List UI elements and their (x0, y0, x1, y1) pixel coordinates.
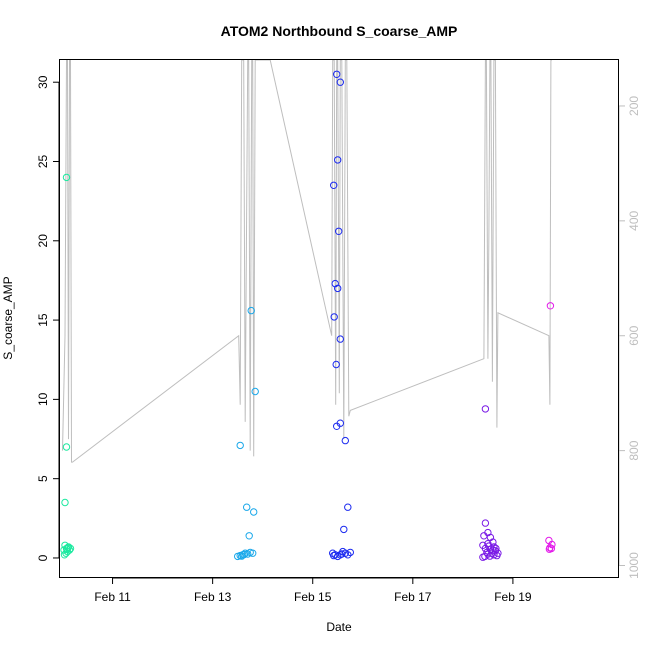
data-point-deployment-3-6 (334, 284, 342, 293)
y-tick-label-4: 20 (36, 234, 50, 248)
data-point-deployment-2-4 (250, 508, 258, 516)
x-tick-label-3: Feb 17 (394, 590, 432, 604)
data-point-deployment-4-21 (494, 549, 502, 557)
plot-frame (59, 59, 619, 578)
data-point-deployment-5-5 (545, 545, 554, 553)
data-point-deployment-4-0 (481, 405, 490, 413)
y2-tick-label-3: 800 (627, 440, 641, 460)
y2-tick-label-4: 1000 (627, 552, 641, 579)
y2-tick-label-0: 200 (627, 96, 641, 116)
data-point-deployment-3-11 (336, 419, 344, 427)
data-point-deployment-3-14 (340, 525, 348, 534)
data-point-deployment-1-13 (64, 544, 72, 552)
data-point-deployment-1-2 (61, 498, 69, 507)
y-axis-label: S_coarse_AMP (1, 276, 15, 359)
data-point-deployment-2-5 (245, 532, 253, 540)
data-point-deployment-1-1 (62, 443, 71, 451)
data-point-deployment-4-1 (481, 519, 490, 527)
data-point-deployment-4-20 (486, 552, 494, 560)
x-tick-label-0: Feb 11 (94, 590, 131, 604)
data-point-deployment-2-0 (236, 441, 244, 450)
data-point-deployment-4-22 (479, 553, 487, 561)
x-tick-label-4: Feb 19 (494, 590, 532, 604)
x-tick-label-2: Feb 15 (294, 590, 332, 604)
data-point-deployment-3-2 (334, 156, 342, 164)
data-point-deployment-3-8 (336, 335, 344, 343)
data-point-deployment-3-7 (330, 313, 338, 321)
y-tick-label-2: 10 (36, 392, 50, 406)
y-tick-label-6: 30 (36, 75, 50, 89)
y-tick-label-0: 0 (36, 554, 50, 561)
data-point-deployment-1-12 (63, 545, 71, 553)
data-point-deployment-3-13 (344, 503, 352, 511)
data-point-deployment-2-2 (251, 387, 259, 396)
data-point-deployment-3-1 (336, 78, 344, 86)
secondary-depth-line (62, 59, 552, 463)
y2-tick-label-1: 400 (627, 211, 641, 231)
data-point-deployment-3-0 (333, 70, 341, 79)
data-point-deployment-4-5 (489, 538, 497, 546)
data-point-deployment-2-12 (249, 549, 257, 557)
data-point-deployment-3-4 (335, 227, 343, 236)
data-point-deployment-2-3 (243, 503, 251, 511)
data-point-deployment-1-0 (62, 173, 71, 182)
x-axis-label: Date (326, 620, 352, 634)
y-tick-label-1: 5 (36, 475, 50, 482)
data-point-deployment-5-0 (546, 302, 555, 310)
data-point-deployment-4-23 (492, 544, 500, 553)
x-tick-label-1: Feb 13 (194, 590, 232, 604)
data-point-deployment-3-12 (341, 436, 349, 445)
data-point-deployment-3-9 (332, 360, 340, 369)
plot-area: Feb 11 Feb 13 Feb 15 Feb 17 Feb 19 0 5 10 15 20 25… (36, 59, 641, 604)
data-point-deployment-2-14 (240, 550, 248, 559)
y2-tick-label-2: 600 (627, 325, 641, 345)
data-point-deployment-3-3 (330, 181, 338, 190)
data-point-deployment-3-24 (338, 550, 346, 558)
y-tick-label-5: 25 (36, 155, 50, 169)
chart-title: ATOM2 Northbound S_coarse_AMP (221, 23, 458, 39)
data-point-deployment-2-1 (247, 306, 255, 315)
data-point-deployment-3-22 (346, 548, 354, 557)
data-point-deployment-3-23 (330, 551, 338, 560)
y-tick-label-3: 15 (36, 313, 50, 327)
